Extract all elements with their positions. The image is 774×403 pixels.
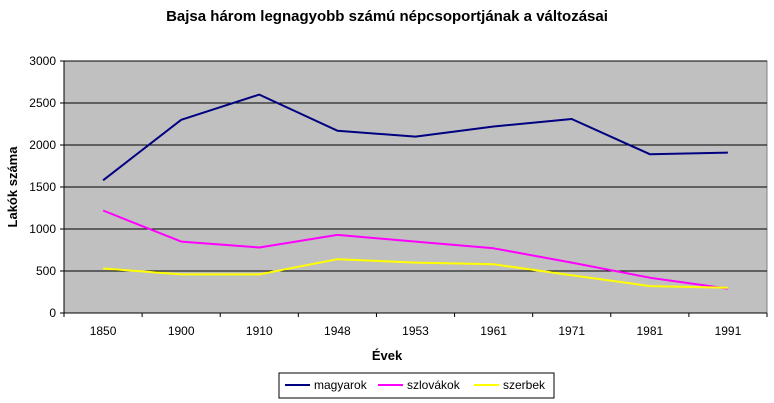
x-tick-label: 1910 — [246, 324, 273, 338]
y-tick-label: 3000 — [29, 54, 56, 68]
x-tick-label: 1948 — [324, 324, 351, 338]
x-axis-ticks: 1850 1900 1910 1948 1953 1961 1971 1981 1991 — [63, 313, 768, 338]
chart-title: Bajsa három legnagyobb számú népcsoportj… — [166, 8, 608, 25]
y-tick-label: 0 — [49, 306, 56, 320]
y-tick-label: 2000 — [29, 138, 56, 152]
x-tick-label: 1961 — [480, 324, 507, 338]
legend: magyarok szlovákok szerbek — [278, 372, 555, 399]
legend-box — [278, 372, 555, 399]
gridlines — [64, 60, 767, 272]
x-axis-title: Évek — [372, 348, 403, 363]
x-tick-label: 1971 — [558, 324, 585, 338]
y-tick-label: 2500 — [29, 96, 56, 110]
series-lines — [102, 93, 729, 290]
series-line-1 — [102, 209, 729, 290]
x-tick-label: 1850 — [90, 324, 117, 338]
x-tick-label: 1953 — [402, 324, 429, 338]
y-tick-label: 1500 — [29, 180, 56, 194]
series-line-2 — [103, 258, 728, 289]
series-line-0 — [102, 93, 728, 182]
x-tick-label: 1900 — [168, 324, 195, 338]
legend-label-1: szlovákok — [407, 378, 461, 392]
x-tick-label: 1981 — [636, 324, 663, 338]
legend-label-0: magyarok — [314, 378, 368, 392]
legend-label-2: szerbek — [503, 378, 546, 392]
y-axis-title: Lakók száma — [5, 146, 20, 228]
y-axis-ticks: 0 500 1000 1500 2000 2500 3000 — [29, 54, 767, 320]
x-tick-label: 1991 — [715, 324, 742, 338]
y-tick-label: 1000 — [29, 222, 56, 236]
y-tick-label: 500 — [36, 264, 56, 278]
